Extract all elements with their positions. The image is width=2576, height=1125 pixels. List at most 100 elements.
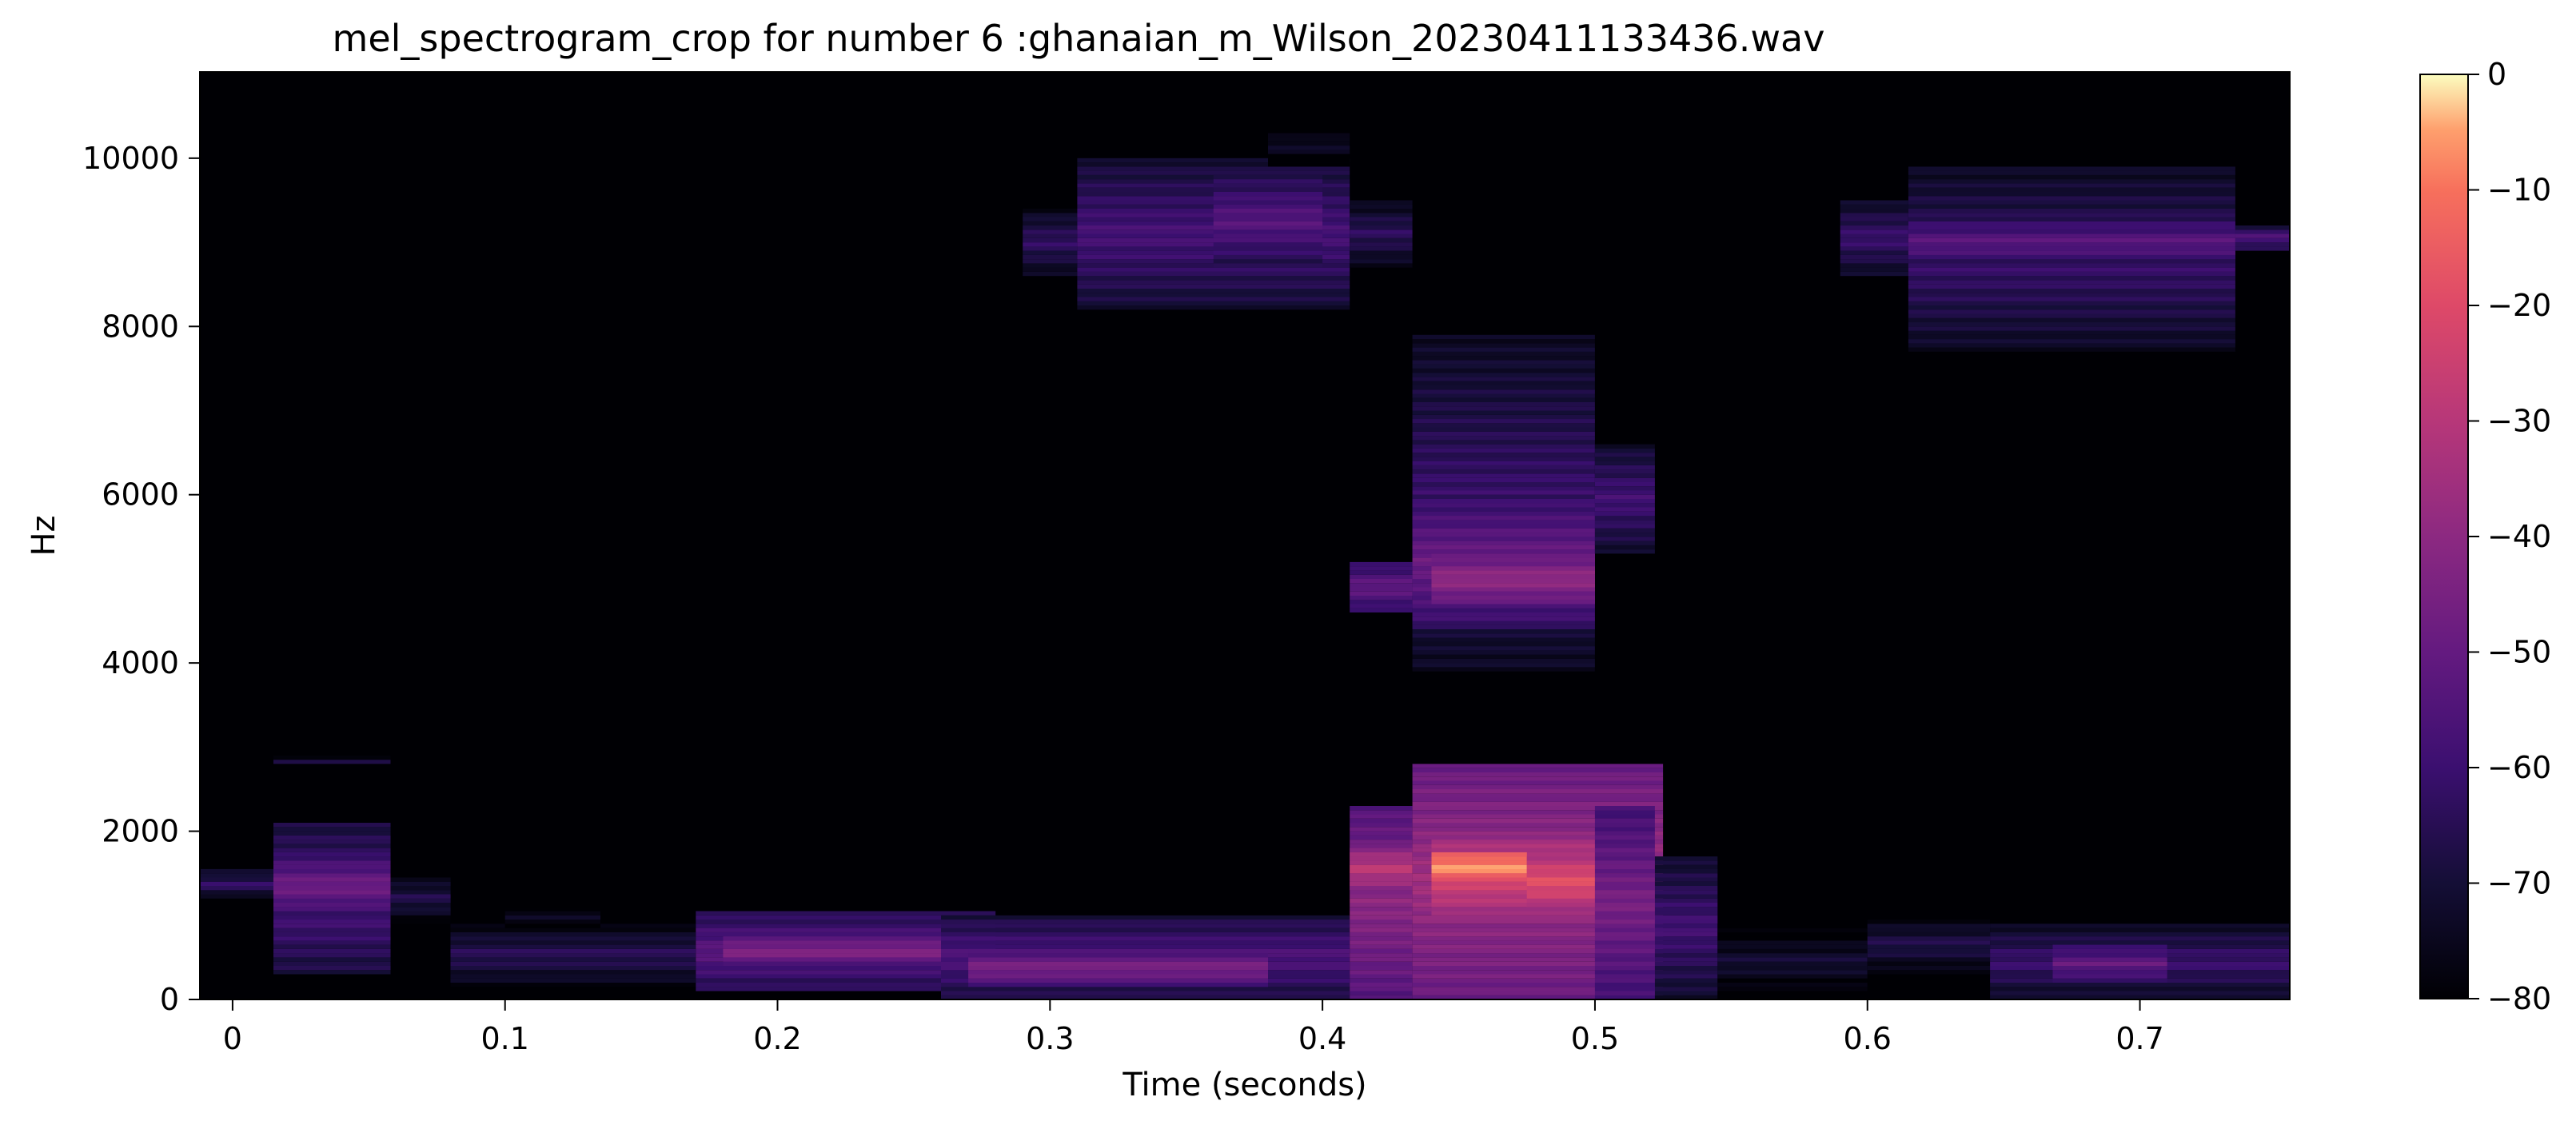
- y-tick-label: 4000: [102, 645, 179, 680]
- heatmap-cells: [200, 124, 2290, 999]
- heatmap-cell: [1412, 928, 1664, 932]
- heatmap-cell: [273, 953, 391, 958]
- heatmap-cell: [1908, 305, 2235, 310]
- heatmap-cell: [1412, 818, 1664, 824]
- heatmap-cell: [941, 995, 1350, 999]
- heatmap-cell: [504, 903, 600, 908]
- heatmap-cell: [1412, 477, 1595, 482]
- heatmap-cell: [1077, 267, 1350, 272]
- heatmap-cell: [1717, 932, 1868, 937]
- heatmap-cell: [1594, 503, 1655, 508]
- heatmap-cell: [1594, 457, 1655, 461]
- heatmap-cell: [1717, 953, 1868, 958]
- y-tick-label: 0: [160, 982, 179, 1017]
- heatmap-cell: [1213, 217, 1323, 221]
- heatmap-cell: [1350, 848, 1413, 852]
- heatmap-cell: [1867, 920, 1991, 924]
- heatmap-cell: [1594, 940, 1655, 945]
- heatmap-cell: [1431, 566, 1595, 571]
- heatmap-cell: [1350, 570, 1413, 575]
- heatmap-cell: [1654, 953, 1718, 958]
- heatmap-cell: [1594, 987, 1655, 991]
- heatmap-cell: [1594, 477, 1655, 482]
- heatmap-cell: [1840, 263, 1908, 268]
- heatmap-cell: [1412, 448, 1595, 453]
- heatmap-cell: [450, 961, 696, 966]
- heatmap-cell: [273, 907, 391, 912]
- heatmap-cell: [1350, 229, 1413, 234]
- heatmap-cell: [1213, 233, 1323, 238]
- heatmap-cell: [1350, 583, 1413, 588]
- heatmap-cell: [1412, 465, 1595, 470]
- heatmap-cell: [1654, 978, 1718, 983]
- heatmap-cell: [273, 873, 391, 878]
- heatmap-cell: [273, 890, 391, 895]
- heatmap-cell: [968, 983, 1268, 987]
- heatmap-cell: [450, 965, 696, 971]
- heatmap-cell: [968, 978, 1268, 983]
- heatmap-cell: [1526, 856, 1595, 861]
- heatmap-cell: [1526, 868, 1595, 874]
- heatmap-cell: [1990, 928, 2290, 932]
- heatmap-cell: [1077, 305, 1350, 310]
- heatmap-cell: [1213, 174, 1323, 180]
- heatmap-cell: [1412, 486, 1595, 491]
- heatmap-cell: [1867, 924, 1991, 928]
- heatmap-cell: [1908, 209, 2235, 213]
- heatmap-cell: [1717, 965, 1868, 971]
- heatmap-cell: [1526, 864, 1595, 869]
- heatmap-cell: [1077, 276, 1350, 281]
- heatmap-cell: [1412, 797, 1664, 802]
- heatmap-cell: [941, 932, 1350, 937]
- heatmap-cell: [1867, 957, 1991, 962]
- heatmap-cell: [1594, 936, 1655, 941]
- heatmap-cell: [1431, 894, 1595, 899]
- heatmap-cell: [1594, 928, 1655, 932]
- heatmap-cell: [200, 868, 273, 874]
- heatmap-cell: [1350, 237, 1413, 243]
- heatmap-cell: [1350, 566, 1413, 571]
- heatmap-cell: [1908, 334, 2235, 340]
- heatmap-cell: [1594, 481, 1655, 487]
- heatmap-cell: [1717, 940, 1868, 945]
- heatmap-cell: [1908, 347, 2235, 352]
- heatmap-cell: [1077, 158, 1350, 163]
- y-tick-label: 6000: [102, 477, 179, 513]
- heatmap-cell: [1412, 423, 1595, 428]
- heatmap-cell: [1594, 507, 1655, 512]
- heatmap-cell: [1594, 494, 1655, 499]
- heatmap-cell: [1412, 637, 1595, 642]
- heatmap-cell: [1717, 978, 1868, 983]
- heatmap-cell: [1412, 620, 1595, 625]
- colorbar-tick-label: −80: [2487, 981, 2551, 1016]
- heatmap-cell: [1867, 932, 1991, 937]
- heatmap-cell: [1654, 860, 1718, 865]
- heatmap-cell: [1350, 814, 1413, 819]
- heatmap-cell: [504, 907, 600, 912]
- heatmap-cell: [273, 760, 391, 764]
- x-tick-label: 0.1: [481, 1021, 528, 1056]
- heatmap-cell: [1412, 608, 1595, 612]
- heatmap-cell: [1412, 789, 1664, 794]
- heatmap-cell: [1412, 360, 1595, 365]
- heatmap-cell: [1213, 225, 1323, 230]
- heatmap-cell: [1412, 654, 1595, 659]
- heatmap-cell: [1431, 848, 1595, 852]
- heatmap-cell: [1594, 818, 1655, 824]
- heatmap-cell: [1840, 246, 1908, 251]
- heatmap-cell: [450, 928, 696, 932]
- heatmap-cell: [504, 911, 600, 916]
- heatmap-cell: [1654, 948, 1718, 954]
- x-tick-label: 0.6: [1844, 1021, 1892, 1056]
- heatmap-cell: [1213, 259, 1323, 264]
- heatmap-cell: [1412, 356, 1595, 361]
- heatmap-cell: [1213, 183, 1323, 188]
- heatmap-cell: [1594, 974, 1655, 979]
- heatmap-cell: [1654, 974, 1718, 979]
- heatmap-cell: [1990, 983, 2290, 987]
- x-tick-label: 0: [223, 1021, 242, 1056]
- heatmap-cell: [941, 920, 1350, 924]
- heatmap-cell: [1717, 991, 1868, 995]
- heatmap-cell: [1412, 831, 1664, 836]
- heatmap-cell: [1431, 591, 1595, 596]
